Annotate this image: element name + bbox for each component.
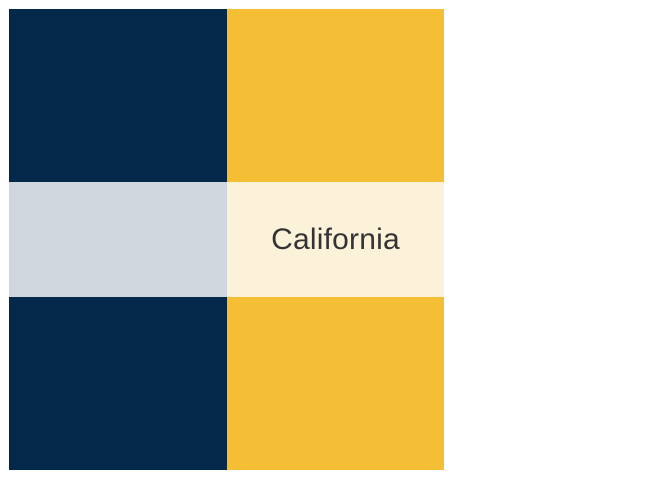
grey-swatch-middle [9, 182, 227, 297]
palette-name-label: California [271, 222, 400, 256]
gold-swatch-top [227, 9, 444, 182]
color-palette-grid: California [9, 9, 444, 470]
gold-swatch-bottom [227, 297, 444, 470]
navy-swatch-top [9, 9, 227, 182]
navy-swatch-bottom [9, 297, 227, 470]
cream-swatch-middle: California [227, 182, 444, 297]
